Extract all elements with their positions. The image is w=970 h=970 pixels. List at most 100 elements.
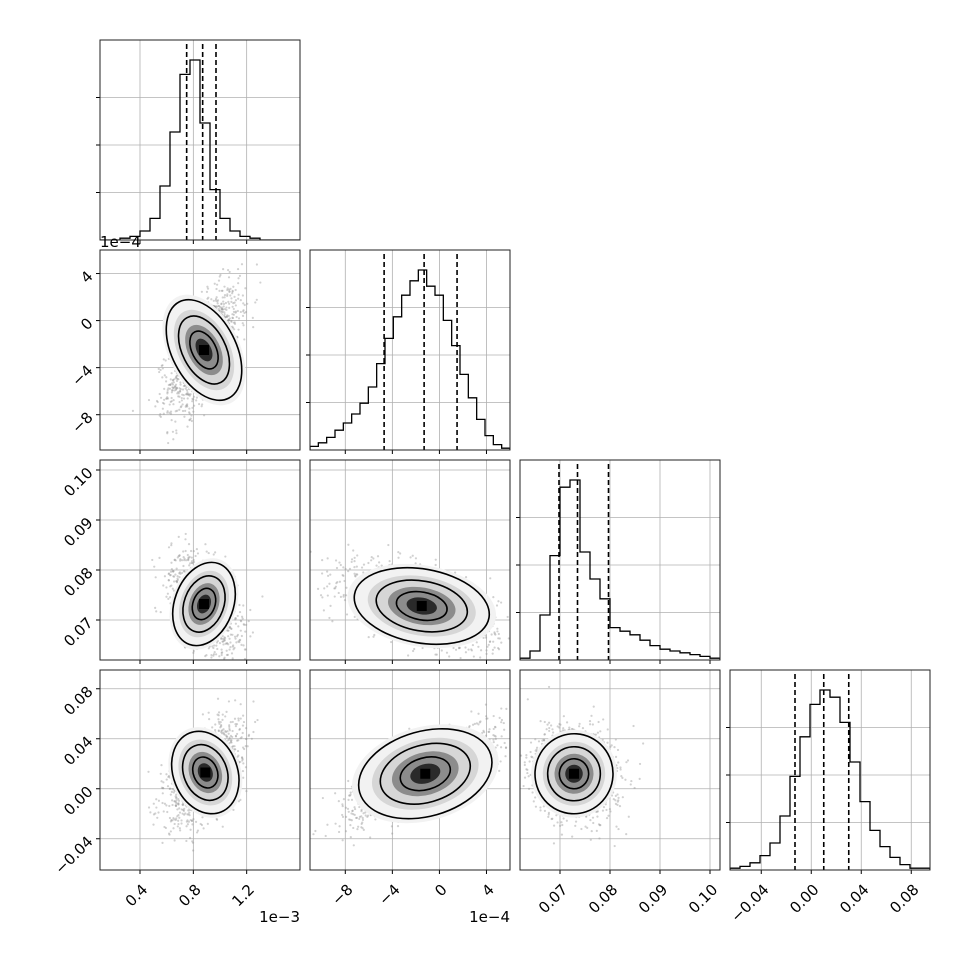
sample-point [162,412,165,415]
sample-point [168,833,171,836]
sample-point [224,315,227,318]
sample-point [181,388,185,391]
sample-point [179,559,182,562]
sample-point [204,655,207,658]
sample-point [212,553,215,556]
sample-point [336,581,339,584]
sample-point [169,378,172,381]
sample-point [348,567,352,570]
sample-point [236,749,240,753]
sample-point [228,317,231,320]
sample-point [179,572,182,575]
sample-point [223,656,226,659]
sample-point [166,388,169,392]
sample-point [232,745,235,748]
sample-point [479,649,483,652]
sample-point [227,319,230,322]
sample-point [467,648,470,651]
sample-point [222,638,226,641]
sample-point [220,651,223,655]
sample-point [178,395,181,398]
sample-point [448,655,451,658]
sample-point [161,841,164,844]
sample-point [326,557,329,560]
sample-point [243,311,246,315]
sample-point [353,556,356,559]
sample-point [206,287,210,290]
sample-point [344,594,348,597]
sample-point [239,299,242,302]
sample-point [200,823,204,827]
sample-point [182,564,185,568]
sample-point [187,559,190,562]
sample-point [241,731,244,735]
sample-point [223,636,226,639]
sample-point [160,763,163,767]
sample-point [187,557,190,560]
sample-point [342,574,345,577]
sample-point [185,389,189,392]
sample-point [237,625,240,628]
sample-point [175,796,178,799]
sample-point [239,798,242,801]
contour-0 [353,566,491,646]
sample-point [221,732,224,735]
sample-point [259,281,262,284]
sample-point [222,302,226,306]
sample-point [170,389,174,392]
sample-point [171,569,174,573]
sample-point [342,595,345,598]
sample-point [176,578,179,581]
sample-point [187,556,190,559]
sample-point [154,606,157,609]
sample-point [252,326,255,329]
sample-point [188,418,191,421]
sample-point [167,441,170,445]
sample-point [295,583,297,585]
sample-point [222,305,225,308]
sample-point [228,736,231,739]
sample-point [232,285,235,288]
sample-point [170,584,173,587]
sample-point [234,734,238,737]
sample-point [492,596,495,599]
sample-point [222,643,225,646]
sample-point [356,554,359,557]
sample-point [174,795,177,798]
sample-point [236,633,239,637]
sample-point [397,551,400,554]
sample-point [186,425,189,428]
sample-point [178,389,182,392]
sample-point [232,808,235,811]
sample-point [488,640,492,644]
sample-point [221,308,224,311]
sample-point [203,414,206,417]
sample-point [231,745,234,748]
histogram-step [100,59,300,240]
sample-point [152,802,155,805]
panel-r3-c0 [96,669,301,874]
sample-point [245,623,248,626]
sample-point [227,276,231,279]
sample-point [226,288,229,292]
sample-point [477,645,480,648]
contour-2 [395,590,448,622]
sample-point [224,673,226,675]
sample-point [233,322,237,326]
sample-point [255,263,259,266]
sample-point [240,756,244,759]
sample-point [192,398,195,401]
sample-point [184,409,187,412]
contour-1 [182,575,226,633]
sample-point [174,383,178,386]
sample-point [232,307,235,311]
sample-point [185,404,189,407]
sample-point [171,383,175,386]
sample-point [188,419,191,422]
sample-point [173,558,176,561]
sample-point [220,637,223,641]
sample-point [234,616,237,620]
sample-point [200,405,203,408]
sample-point [178,807,181,810]
sample-point [228,306,231,309]
